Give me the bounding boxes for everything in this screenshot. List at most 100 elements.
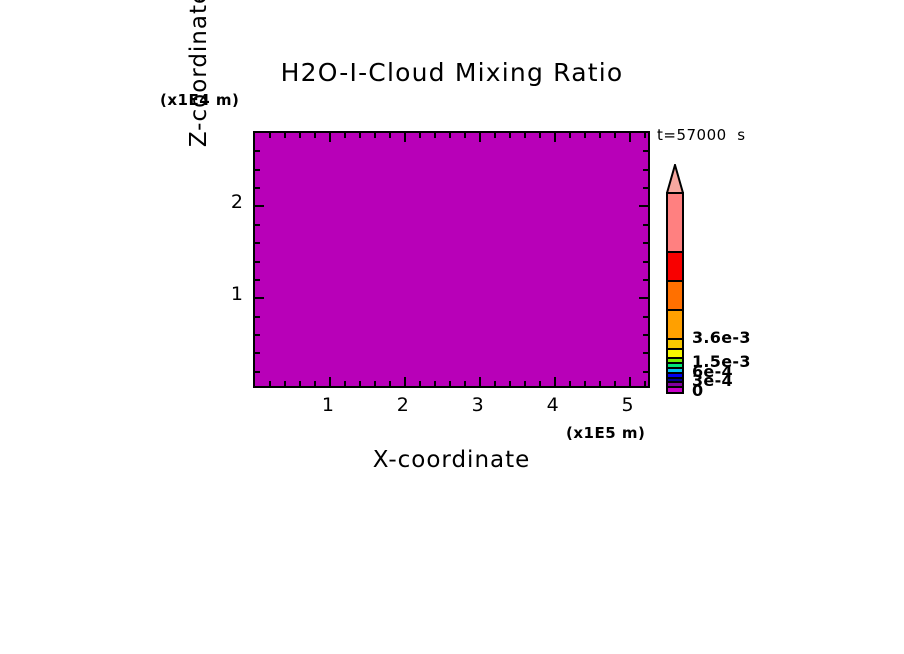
- colorbar-band-divider: [668, 250, 682, 253]
- y-axis-unit-label: (x1E4 m): [160, 91, 240, 109]
- colorbar: [666, 192, 684, 394]
- y-axis-minor-tick: [255, 278, 260, 281]
- x-axis-minor-tick: [523, 381, 526, 386]
- x-axis-minor-tick: [583, 381, 586, 386]
- x-axis-minor-tick-top: [568, 133, 571, 138]
- y-axis-minor-tick-right: [643, 370, 648, 373]
- x-axis-minor-tick: [388, 381, 391, 386]
- colorbar-band-yellow: [668, 348, 682, 359]
- x-axis-tick-label: 5: [621, 394, 634, 416]
- x-axis-minor-tick-top: [313, 133, 316, 138]
- y-axis-minor-tick: [255, 150, 260, 153]
- x-axis-minor-tick-top: [418, 133, 421, 138]
- colorbar-tick-label: 3e-4: [692, 371, 733, 391]
- colorbar-band-magenta: [668, 387, 682, 392]
- x-axis-minor-tick-top: [268, 133, 271, 138]
- x-axis-minor-tick: [298, 381, 301, 386]
- x-axis-minor-tick: [538, 381, 541, 386]
- y-axis-minor-tick-right: [643, 223, 648, 226]
- x-axis-major-tick-top: [478, 133, 481, 142]
- time-annotation: t=57000 s: [657, 126, 746, 144]
- x-axis-tick-label: 1: [321, 394, 334, 416]
- x-axis-minor-tick-top: [493, 133, 496, 138]
- y-axis-minor-tick-right: [643, 168, 648, 171]
- x-axis-minor-tick-top: [598, 133, 601, 138]
- x-axis-minor-tick-top: [508, 133, 511, 138]
- colorbar-band-divider: [668, 362, 682, 365]
- y-axis-title: Z-coordinate: [186, 0, 212, 148]
- page-title: H2O-I-Cloud Mixing Ratio: [280, 58, 624, 87]
- y-axis-minor-tick-right: [643, 315, 648, 318]
- y-axis-major-tick-right: [639, 205, 648, 208]
- y-axis-minor-tick-right: [643, 278, 648, 281]
- x-axis-minor-tick: [493, 381, 496, 386]
- x-axis-major-tick: [628, 377, 631, 386]
- x-axis-unit-label: (x1E5 m): [566, 424, 646, 442]
- colorbar-band-divider: [668, 279, 682, 282]
- x-axis-minor-tick: [613, 381, 616, 386]
- x-axis-minor-tick-top: [373, 133, 376, 138]
- y-axis-minor-tick: [255, 260, 260, 263]
- colorbar-extend-arrow: [666, 164, 684, 194]
- x-axis-minor-tick-top: [283, 133, 286, 138]
- y-axis-major-tick-right: [639, 297, 648, 300]
- x-axis-minor-tick: [418, 381, 421, 386]
- y-axis-minor-tick-right: [643, 333, 648, 336]
- x-axis-tick-label: 2: [396, 394, 409, 416]
- x-axis-minor-tick: [508, 381, 511, 386]
- y-axis-minor-tick: [255, 352, 260, 355]
- colorbar-band-red: [668, 251, 682, 281]
- colorbar-tick-label: 3.6e-3: [692, 327, 751, 347]
- x-axis-tick-label: 4: [546, 394, 559, 416]
- x-axis-minor-tick-top: [523, 133, 526, 138]
- colorbar-band-divider: [668, 337, 682, 340]
- y-axis-minor-tick: [255, 168, 260, 171]
- y-axis-major-tick: [255, 297, 264, 300]
- x-axis-minor-tick-top: [463, 133, 466, 138]
- x-axis-minor-tick-top: [538, 133, 541, 138]
- y-axis-minor-tick: [255, 242, 260, 245]
- y-axis-minor-tick: [255, 370, 260, 373]
- colorbar-band-cyan: [668, 367, 682, 373]
- colorbar-tick-label: 1.5e-3: [692, 352, 751, 372]
- x-axis-minor-tick: [343, 381, 346, 386]
- colorbar-band-divider: [668, 347, 682, 350]
- colorbar-band-orange: [668, 280, 682, 310]
- y-axis-minor-tick: [255, 315, 260, 318]
- x-axis-major-tick-top: [328, 133, 331, 142]
- colorbar-band-salmon: [668, 194, 682, 252]
- x-axis-major-tick: [553, 377, 556, 386]
- x-axis-minor-tick: [268, 381, 271, 386]
- x-axis-minor-tick: [433, 381, 436, 386]
- x-axis-minor-tick: [568, 381, 571, 386]
- x-axis-major-tick-top: [553, 133, 556, 142]
- x-axis-major-tick-top: [403, 133, 406, 142]
- colorbar-band-divider: [668, 357, 682, 360]
- colorbar-tick-label: 0: [692, 381, 704, 400]
- x-axis-major-tick: [478, 377, 481, 386]
- y-axis-major-tick: [255, 205, 264, 208]
- colorbar-tick-label: 6e-4: [692, 361, 733, 381]
- x-axis-minor-tick: [448, 381, 451, 386]
- y-axis-tick-label: 2: [230, 191, 243, 214]
- colorbar-band-divider: [668, 366, 682, 369]
- y-axis-minor-tick: [255, 187, 260, 190]
- colorbar-band-purple: [668, 382, 682, 388]
- x-axis-minor-tick: [463, 381, 466, 386]
- x-axis-major-tick: [403, 377, 406, 386]
- colorbar-band-spring-green: [668, 363, 682, 368]
- colorbar-band-blue: [668, 372, 682, 378]
- x-axis-minor-tick-top: [583, 133, 586, 138]
- colorbar-band-divider: [668, 308, 682, 311]
- x-axis-minor-tick-top: [298, 133, 301, 138]
- x-axis-minor-tick: [598, 381, 601, 386]
- x-axis-minor-tick: [643, 381, 646, 386]
- colorbar-band-amber: [668, 309, 682, 339]
- colorbar-band-divider: [668, 371, 682, 374]
- x-axis-minor-tick: [358, 381, 361, 386]
- x-axis-minor-tick-top: [358, 133, 361, 138]
- x-axis-major-tick: [328, 377, 331, 386]
- colorbar-band-green-yellow: [668, 358, 682, 364]
- x-axis-minor-tick-top: [448, 133, 451, 138]
- y-axis-minor-tick-right: [643, 242, 648, 245]
